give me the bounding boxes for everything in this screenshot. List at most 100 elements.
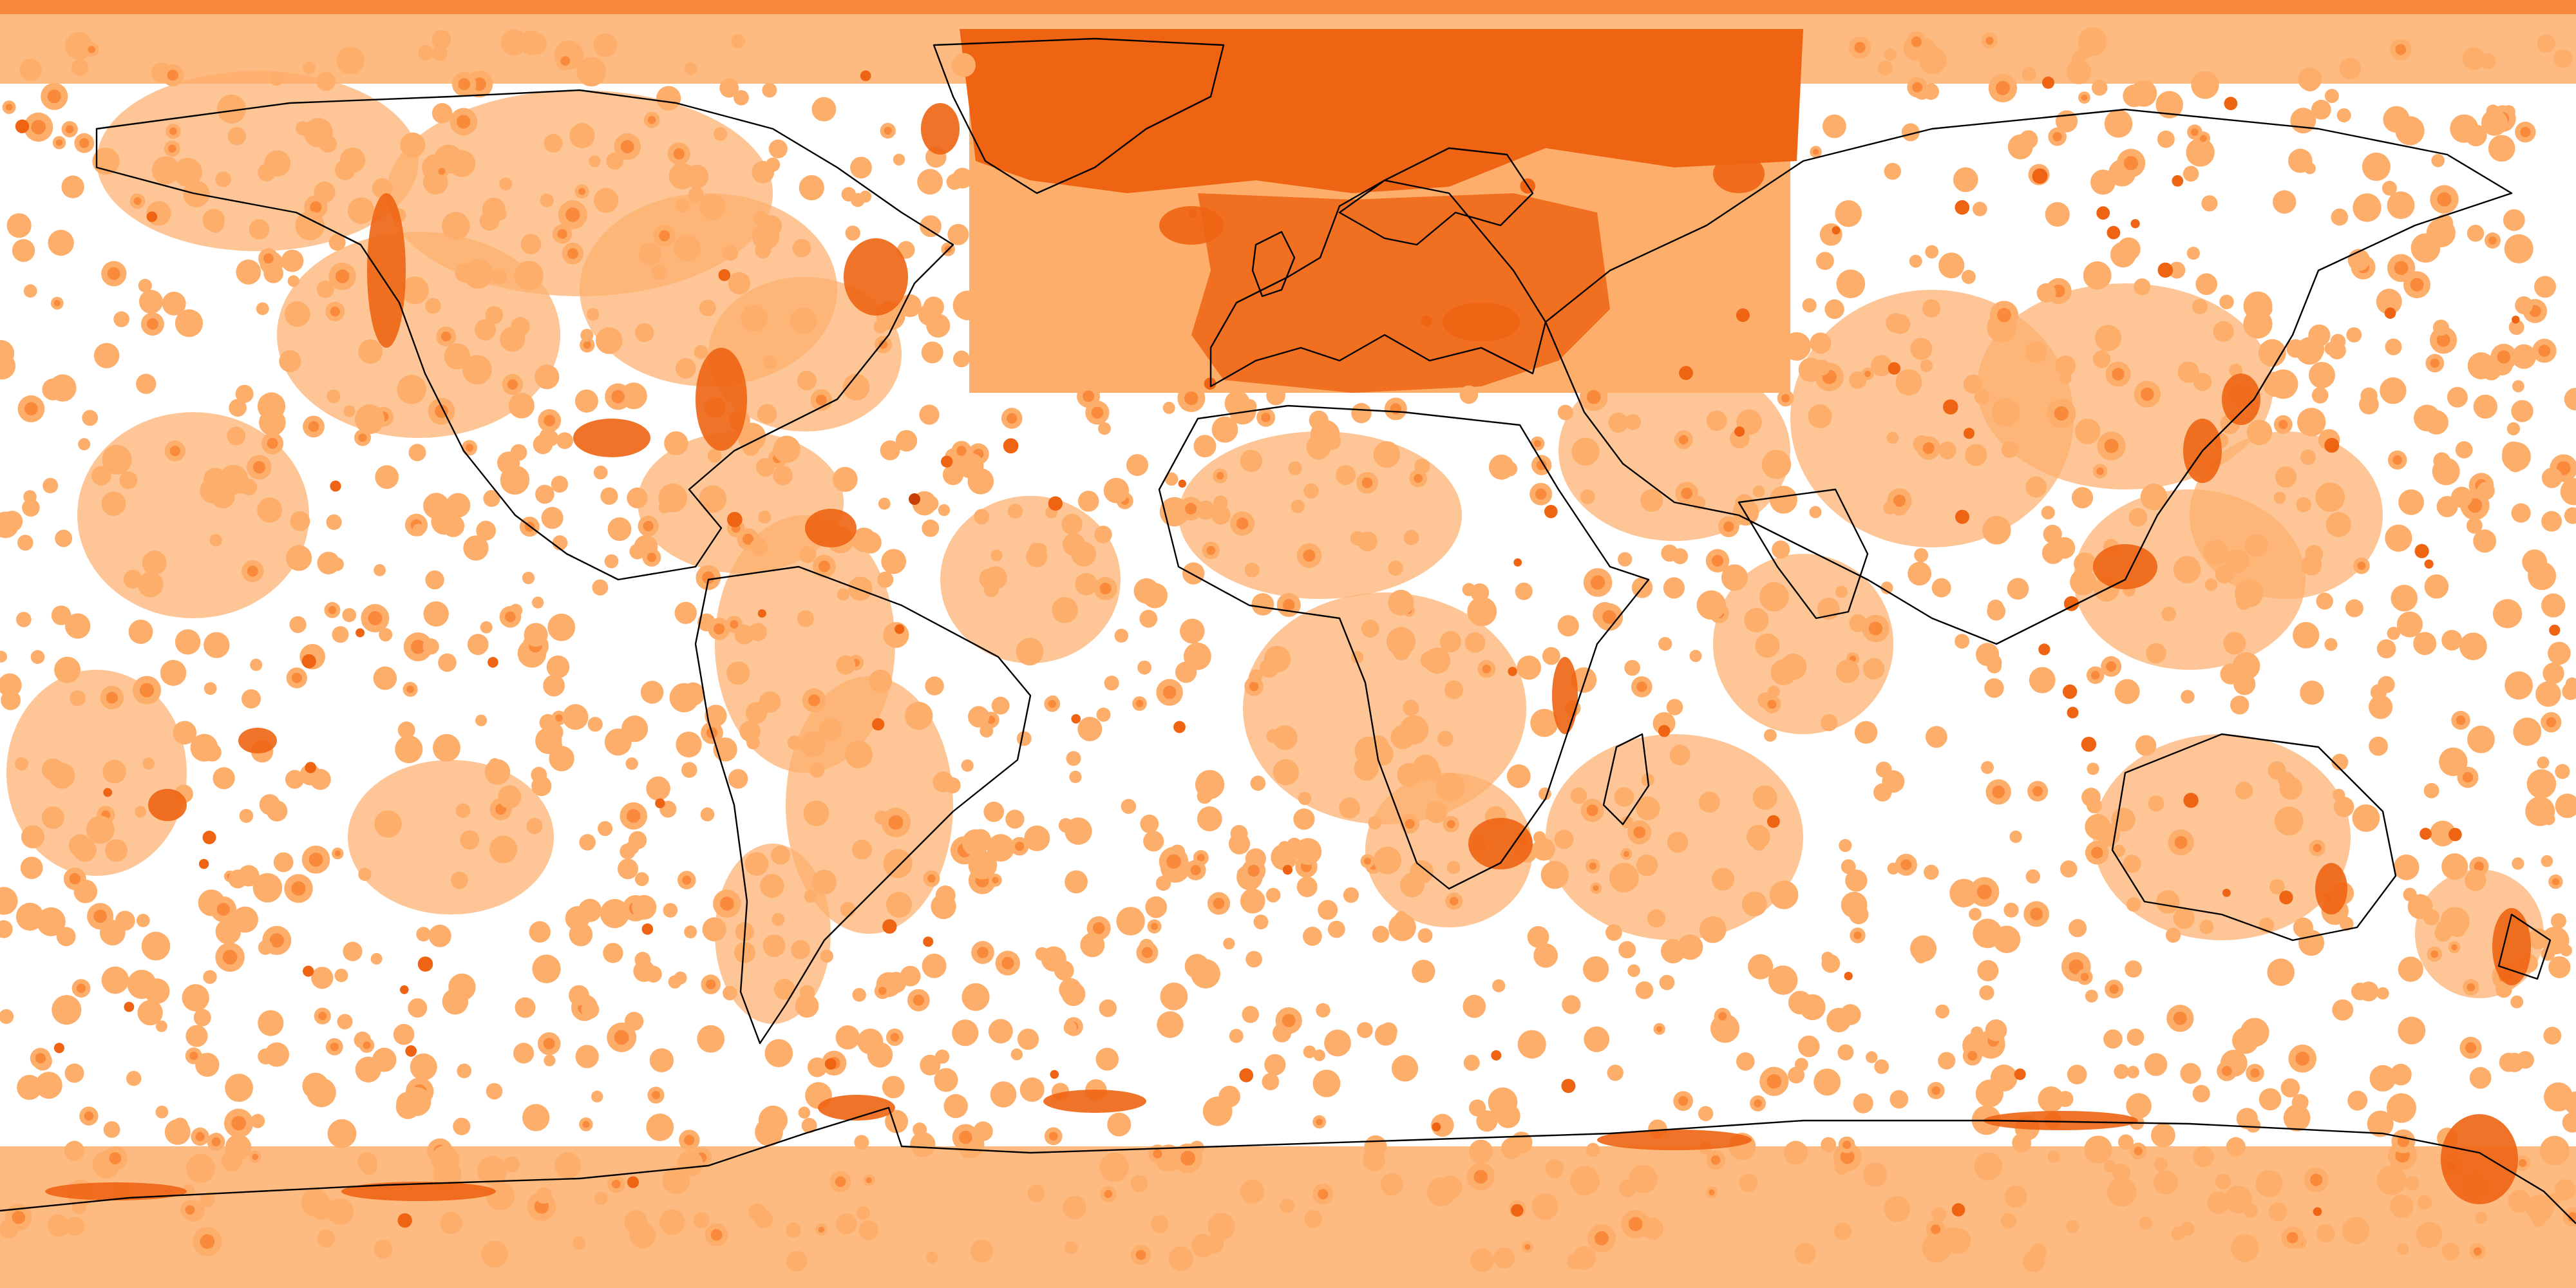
density-dot <box>1363 1148 1386 1171</box>
density-dot <box>768 139 788 158</box>
density-dot <box>2475 1211 2488 1224</box>
density-dot <box>227 426 246 446</box>
density-dot <box>1554 829 1574 849</box>
density-dot <box>1976 643 2000 667</box>
density-dot <box>20 857 43 879</box>
density-dot <box>295 211 325 241</box>
density-dot <box>873 319 888 334</box>
density-dot <box>259 409 286 436</box>
density-dot <box>229 399 247 417</box>
hotspot-11 <box>2315 863 2347 914</box>
density-dot <box>750 538 768 556</box>
density-dot <box>1987 600 2004 616</box>
density-dot <box>2362 152 2391 181</box>
density-dot-mid <box>884 126 892 135</box>
density-dot <box>1080 933 1105 958</box>
density-dot <box>1938 441 1956 459</box>
density-dot <box>883 849 913 878</box>
density-dot <box>587 308 600 321</box>
density-dot <box>1191 959 1220 989</box>
density-dot <box>1096 707 1111 722</box>
density-dot <box>1066 751 1081 766</box>
density-dot <box>504 1156 520 1173</box>
hotspot-dot <box>872 718 885 731</box>
hotspot-dot <box>2172 175 2184 187</box>
density-dot <box>1772 540 1790 559</box>
density-dot <box>498 785 522 809</box>
density-dot <box>1808 404 1832 428</box>
density-dot <box>2055 355 2076 376</box>
density-dot <box>513 1043 535 1064</box>
density-dot-mid <box>189 1052 198 1060</box>
density-dot <box>1143 831 1164 852</box>
density-dot <box>2095 325 2122 352</box>
hotspot-dot <box>718 269 731 281</box>
density-dot <box>1901 123 1920 142</box>
density-dot <box>236 260 261 285</box>
density-dot <box>252 873 283 903</box>
density-dot <box>1205 1235 1224 1253</box>
density-dot <box>2134 278 2151 296</box>
density-dot <box>664 431 688 455</box>
density-dot <box>1770 659 1797 685</box>
density-dot-mid <box>107 267 120 280</box>
density-dot <box>2084 1135 2112 1164</box>
density-dot <box>2331 753 2349 771</box>
density-dot <box>2426 218 2456 247</box>
hotspot-dot <box>1736 308 1750 322</box>
density-dot <box>2560 478 2576 506</box>
density-dot <box>1439 1175 1463 1199</box>
density-dot <box>759 691 781 713</box>
density-dot <box>1533 831 1546 844</box>
density-dot-mid <box>440 331 451 342</box>
density-dot <box>71 59 88 76</box>
density-dot-mid <box>169 446 180 457</box>
density-dot <box>474 319 497 341</box>
density-dot <box>625 840 639 855</box>
density-dot <box>477 1156 507 1186</box>
density-dot-mid <box>1586 804 1598 817</box>
density-dot <box>23 284 37 298</box>
density-dot-mid <box>1593 885 1599 891</box>
density-dot <box>1168 1246 1193 1271</box>
density-dot <box>1061 982 1086 1007</box>
density-dot <box>442 212 470 240</box>
density-dot <box>1540 860 1569 889</box>
density-dot <box>2305 545 2324 563</box>
hotspot-dot <box>417 956 433 972</box>
hotspot-dot <box>882 919 897 934</box>
density-dot <box>624 1210 648 1234</box>
density-dot <box>2001 440 2018 459</box>
hotspot-dot <box>330 480 341 492</box>
density-dot-mid <box>913 994 925 1006</box>
density-dot <box>2111 808 2136 832</box>
density-dot <box>953 350 970 368</box>
density-dot <box>1515 582 1533 600</box>
density-dot <box>1768 965 1798 995</box>
density-dot <box>804 889 817 903</box>
density-dot-mid <box>2191 128 2199 137</box>
hotspot-layer <box>15 70 2561 1228</box>
density-dot <box>1788 1066 1805 1084</box>
density-dot-mid <box>1450 896 1459 906</box>
hotspot-dot <box>2062 684 2078 699</box>
density-dot <box>2045 202 2070 227</box>
hotspot-dot <box>1178 479 1187 488</box>
density-dot-mid <box>2451 944 2458 951</box>
hotspot-dot <box>655 798 665 809</box>
density-dot-mid <box>69 873 81 885</box>
density-dot <box>898 294 922 317</box>
density-dot <box>2369 736 2389 756</box>
density-dot <box>2414 404 2441 431</box>
density-dot <box>290 511 310 531</box>
hotspot-dot <box>1188 209 1197 218</box>
density-dot <box>2336 108 2351 123</box>
density-dot <box>1306 435 1331 460</box>
density-dot <box>1815 252 1834 270</box>
hotspot-dot <box>2420 828 2432 840</box>
density-dot <box>21 825 44 849</box>
density-dot <box>1975 1079 2003 1108</box>
density-dot <box>2473 394 2497 419</box>
density-dot <box>1698 1106 1714 1121</box>
density-dot <box>1884 162 1901 180</box>
